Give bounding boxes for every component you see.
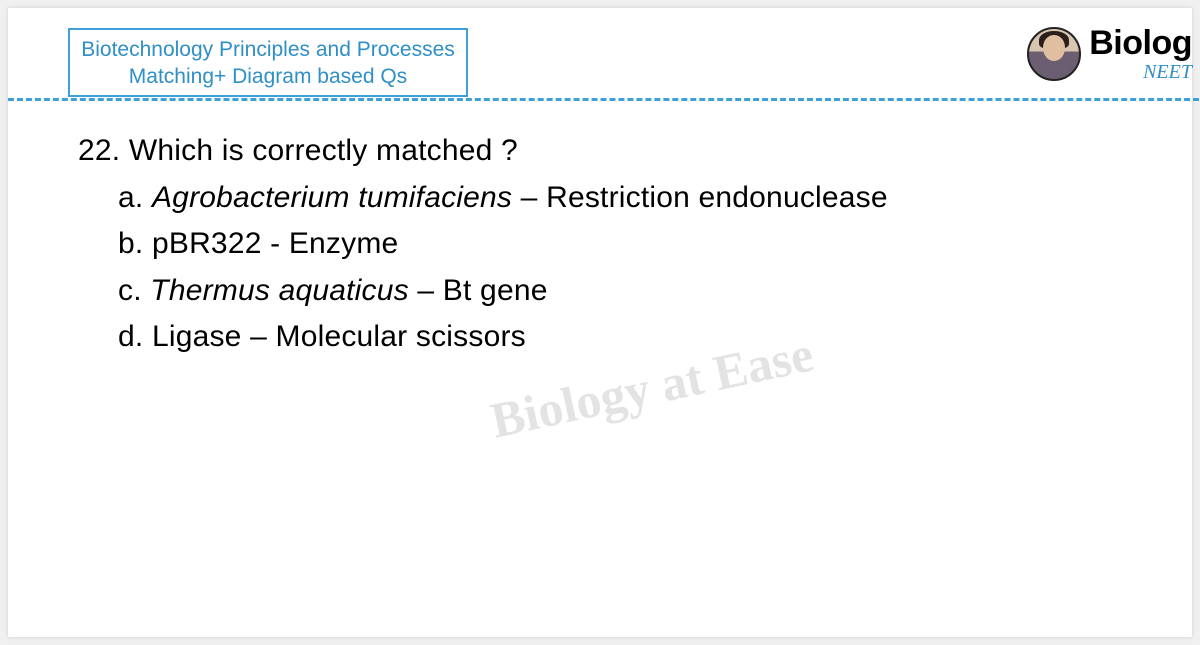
question-block: 22. Which is correctly matched ? a. Agro…: [78, 128, 1158, 361]
brand-subtitle-fragment: NEET: [1089, 62, 1192, 83]
option-b-label: b.: [118, 227, 143, 260]
option-b: b. pBR322 - Enzyme: [78, 221, 1158, 268]
option-d-rest: Ligase – Molecular scissors: [152, 320, 526, 353]
option-b-rest: pBR322 - Enzyme: [152, 227, 398, 260]
option-d: d. Ligase – Molecular scissors: [78, 314, 1158, 361]
chapter-title-line1: Biotechnology Principles and Processes: [80, 36, 456, 63]
question-stem-line: 22. Which is correctly matched ?: [78, 128, 1158, 175]
brand-block: Biolog NEET: [1027, 26, 1192, 83]
option-c: c. Thermus aquaticus – Bt gene: [78, 268, 1158, 315]
question-stem: Which is correctly matched ?: [129, 134, 518, 167]
option-a: a. Agrobacterium tumifaciens – Restricti…: [78, 175, 1158, 222]
brand-title-fragment: Biolog: [1089, 26, 1192, 62]
avatar-head: [1043, 35, 1065, 61]
option-d-label: d.: [118, 320, 143, 353]
question-number: 22.: [78, 134, 120, 167]
chapter-title-box: Biotechnology Principles and Processes M…: [68, 28, 468, 97]
option-a-rest: – Restriction endonuclease: [512, 181, 888, 214]
option-c-label: c.: [118, 274, 142, 307]
brand-text: Biolog NEET: [1089, 26, 1192, 83]
option-c-rest: – Bt gene: [409, 274, 548, 307]
avatar-icon: [1027, 27, 1081, 81]
dashed-divider: [8, 98, 1200, 101]
option-a-italic: Agrobacterium tumifaciens: [152, 181, 512, 214]
chapter-title-line2: Matching+ Diagram based Qs: [80, 63, 456, 90]
option-c-italic: Thermus aquaticus: [150, 274, 409, 307]
option-a-label: a.: [118, 181, 143, 214]
slide-card: Biotechnology Principles and Processes M…: [8, 8, 1192, 637]
